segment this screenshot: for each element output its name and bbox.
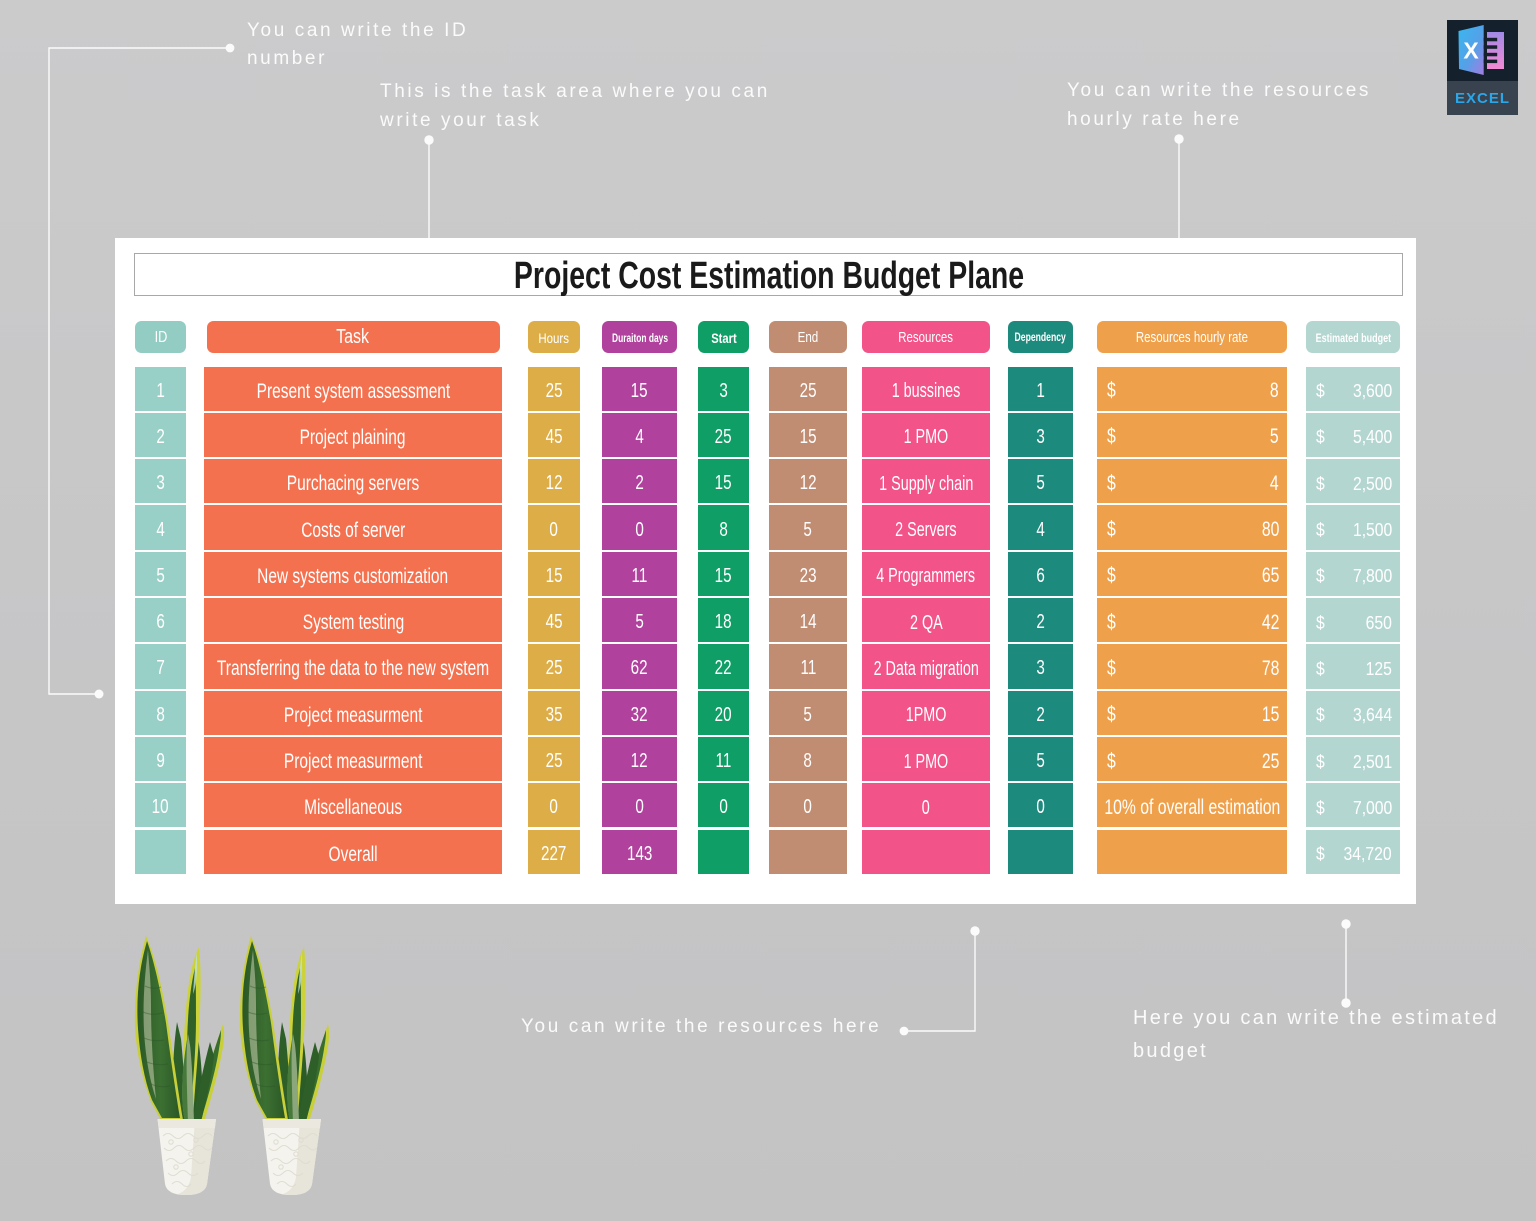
svg-text:X: X	[1463, 38, 1479, 64]
